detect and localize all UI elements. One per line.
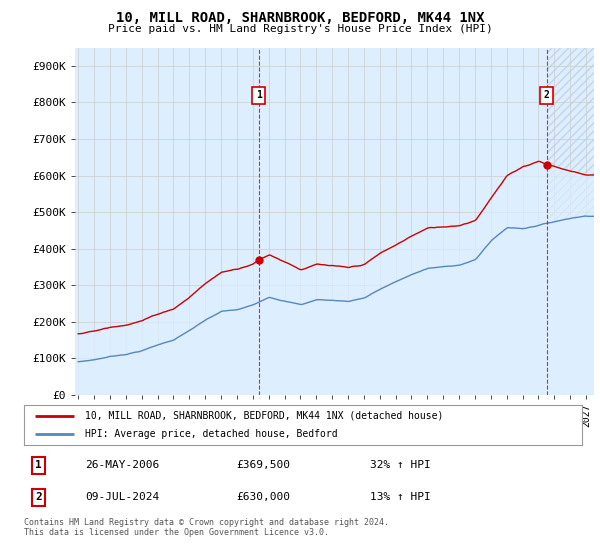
- Text: Price paid vs. HM Land Registry's House Price Index (HPI): Price paid vs. HM Land Registry's House …: [107, 24, 493, 34]
- Text: 10, MILL ROAD, SHARNBROOK, BEDFORD, MK44 1NX (detached house): 10, MILL ROAD, SHARNBROOK, BEDFORD, MK44…: [85, 411, 444, 421]
- Text: 1: 1: [256, 90, 262, 100]
- Text: HPI: Average price, detached house, Bedford: HPI: Average price, detached house, Bedf…: [85, 430, 338, 439]
- Text: 09-JUL-2024: 09-JUL-2024: [85, 492, 160, 502]
- Text: 2: 2: [35, 492, 42, 502]
- Text: 32% ↑ HPI: 32% ↑ HPI: [370, 460, 431, 470]
- Text: 1: 1: [35, 460, 42, 470]
- Text: 13% ↑ HPI: 13% ↑ HPI: [370, 492, 431, 502]
- Text: £630,000: £630,000: [236, 492, 290, 502]
- Text: 2: 2: [544, 90, 550, 100]
- Text: 10, MILL ROAD, SHARNBROOK, BEDFORD, MK44 1NX: 10, MILL ROAD, SHARNBROOK, BEDFORD, MK44…: [116, 11, 484, 25]
- Text: 26-MAY-2006: 26-MAY-2006: [85, 460, 160, 470]
- Text: Contains HM Land Registry data © Crown copyright and database right 2024.
This d: Contains HM Land Registry data © Crown c…: [24, 518, 389, 538]
- Text: £369,500: £369,500: [236, 460, 290, 470]
